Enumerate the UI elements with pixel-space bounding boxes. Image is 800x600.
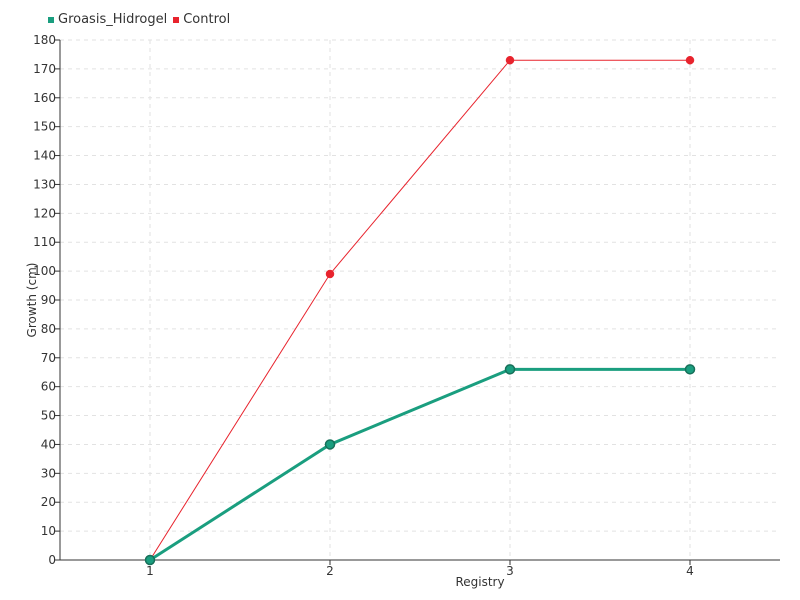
legend-label-groasis: Groasis_Hidrogel: [58, 12, 168, 27]
y-tick-label: 0: [48, 553, 56, 567]
series-line-groasis: [149, 367, 690, 562]
x-tick-label: 3: [506, 564, 514, 578]
y-tick-label: 10: [41, 524, 56, 538]
y-tick-label: 150: [33, 120, 56, 134]
legend-item-groasis[interactable]: Groasis_Hidrogel: [48, 12, 167, 27]
legend-swatch-control: [173, 16, 180, 23]
x-axis-title: Registry: [455, 575, 504, 589]
y-tick-label: 120: [33, 206, 56, 220]
x-tick-label: 4: [686, 564, 694, 578]
y-tick-label: 40: [41, 437, 56, 451]
y-tick-label: 110: [33, 235, 56, 249]
y-tick-label: 30: [41, 466, 56, 480]
y-tick-label: 170: [33, 62, 56, 76]
chart-legend: Groasis_Hidrogel Control: [48, 12, 236, 27]
data-point-groasis[interactable]: [684, 364, 696, 375]
legend-label-control: Control: [183, 12, 231, 27]
legend-item-control[interactable]: Control: [173, 12, 230, 27]
y-tick-label: 20: [41, 495, 56, 509]
x-tick-label: 1: [146, 564, 154, 578]
y-tick-label: 70: [41, 351, 56, 365]
data-point-groasis[interactable]: [324, 439, 336, 450]
data-point-groasis[interactable]: [144, 554, 156, 566]
y-tick-label: 80: [41, 322, 56, 336]
y-tick-label: 130: [33, 177, 56, 191]
y-tick-label: 140: [33, 149, 56, 163]
data-point-control[interactable]: [685, 55, 695, 65]
data-point-control[interactable]: [325, 269, 335, 279]
y-tick-label: 160: [33, 91, 56, 105]
y-tick-label: 100: [33, 264, 56, 278]
y-axis-title: Growth (cm): [25, 263, 39, 338]
y-tick-label: 180: [33, 33, 56, 47]
series-line-control: [149, 59, 690, 561]
y-tick-label: 50: [41, 409, 56, 423]
y-tick-label: 60: [41, 380, 56, 394]
data-point-control[interactable]: [505, 55, 515, 65]
x-tick-label: 2: [326, 564, 334, 578]
y-tick-label: 90: [41, 293, 56, 307]
data-point-groasis[interactable]: [504, 364, 516, 375]
legend-swatch-groasis: [48, 16, 54, 23]
